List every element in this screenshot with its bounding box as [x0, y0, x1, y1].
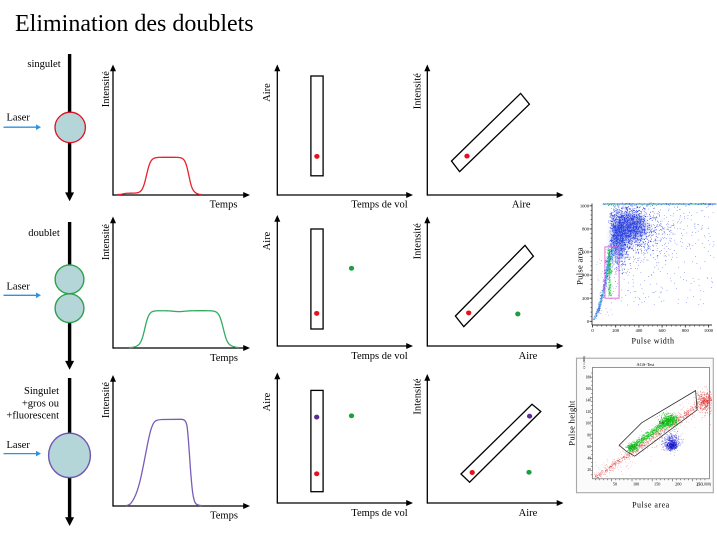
svg-text:Temps: Temps	[210, 511, 238, 522]
svg-text:140: 140	[586, 399, 592, 403]
svg-text:AGS-Test: AGS-Test	[636, 362, 655, 367]
svg-text:Laser: Laser	[7, 440, 31, 451]
svg-text:Aire: Aire	[262, 231, 273, 250]
svg-text:60: 60	[587, 445, 591, 449]
svg-text:R6: R6	[659, 420, 664, 425]
svg-text:Intensité: Intensité	[101, 382, 112, 418]
svg-text:600: 600	[582, 250, 590, 255]
svg-text:Aire: Aire	[519, 351, 538, 362]
svg-text:Aire: Aire	[519, 508, 538, 519]
svg-text:Temps de vol: Temps de vol	[351, 508, 408, 519]
svg-text:200: 200	[612, 328, 620, 333]
svg-text:0: 0	[591, 328, 594, 333]
svg-text:Temps de vol: Temps de vol	[351, 200, 408, 211]
svg-text:Laser: Laser	[7, 282, 31, 293]
svg-text:Elimination des doublets: Elimination des doublets	[15, 11, 254, 37]
svg-text:400: 400	[582, 273, 590, 278]
svg-text:Intensité: Intensité	[101, 224, 112, 260]
svg-text:Temps: Temps	[210, 353, 238, 364]
svg-text:50: 50	[613, 482, 617, 487]
svg-text:120: 120	[586, 410, 592, 414]
svg-text:Pulse area: Pulse area	[575, 247, 585, 285]
svg-text:Laser: Laser	[7, 113, 31, 124]
svg-text:80: 80	[587, 433, 591, 437]
svg-text:Pulse area: Pulse area	[632, 501, 670, 510]
svg-text:1000: 1000	[704, 328, 714, 333]
svg-text:Aire: Aire	[262, 392, 273, 411]
svg-text:1000: 1000	[580, 203, 590, 208]
svg-text:+fluorescent: +fluorescent	[6, 410, 59, 421]
svg-text:160: 160	[586, 387, 592, 391]
svg-text:20: 20	[587, 468, 591, 472]
svg-text:600: 600	[659, 328, 667, 333]
svg-text:100: 100	[633, 482, 639, 487]
svg-text:Temps de vol: Temps de vol	[351, 351, 408, 362]
svg-text:Intensité: Intensité	[413, 73, 424, 109]
svg-text:singulet: singulet	[27, 59, 60, 70]
svg-text:100: 100	[586, 422, 592, 426]
svg-text:40: 40	[587, 457, 591, 461]
svg-text:Intensité: Intensité	[413, 378, 424, 414]
svg-text:180: 180	[586, 375, 592, 379]
svg-text:400: 400	[635, 328, 643, 333]
svg-text:(x 1,000): (x 1,000)	[697, 483, 712, 488]
svg-text:200: 200	[582, 296, 590, 301]
svg-text:200: 200	[675, 482, 681, 487]
svg-text:Aire: Aire	[512, 200, 531, 211]
svg-text:Intensité: Intensité	[413, 223, 424, 259]
svg-text:800: 800	[582, 227, 590, 232]
svg-text:Pulse width: Pulse width	[631, 337, 674, 346]
svg-text:doublet: doublet	[28, 228, 60, 239]
svg-text:Temps: Temps	[210, 200, 238, 211]
svg-text:250: 250	[696, 482, 702, 487]
svg-text:Intensité: Intensité	[101, 71, 112, 107]
svg-text:150: 150	[654, 482, 660, 487]
svg-text:Singulet: Singulet	[24, 386, 59, 397]
svg-text:(x 1,000): (x 1,000)	[582, 356, 587, 368]
svg-text:Aire: Aire	[262, 83, 273, 102]
svg-text:+gros ou: +gros ou	[22, 398, 60, 409]
svg-text:800: 800	[682, 328, 690, 333]
svg-text:Pulse height: Pulse height	[567, 400, 577, 446]
svg-text:0: 0	[587, 319, 590, 324]
